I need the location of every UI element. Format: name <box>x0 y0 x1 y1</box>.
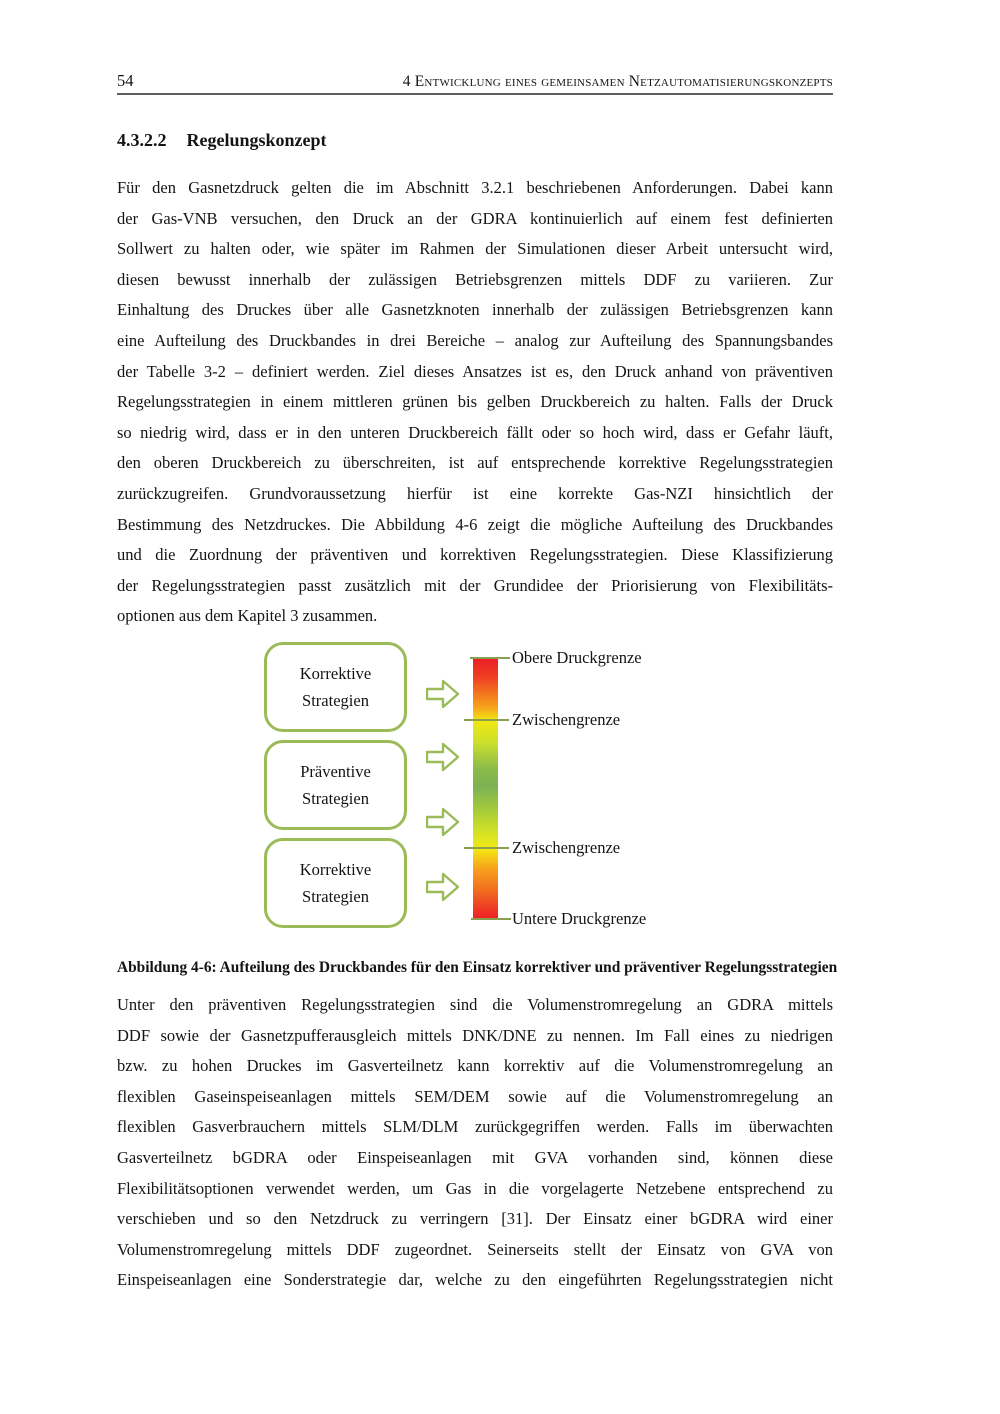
box-label-line: Korrektive <box>299 860 372 879</box>
text-line: Einspeiseanlagen eine Sonderstrategie da… <box>117 1270 833 1290</box>
text-line: Bestimmung des Netzdruckes. Die Abbildun… <box>117 514 833 534</box>
text-line: flexiblen Gaseinspeiseanlagen mittels SE… <box>117 1086 833 1106</box>
figure-box-korrektive-top: Korrektive Strategien <box>264 642 407 732</box>
paragraph-1: Für den Gasnetzdruck gelten die im Absch… <box>117 173 833 632</box>
text-line: verschieben und so den Netzdruck zu verr… <box>117 1209 833 1229</box>
label-untere-druckgrenze: Untere Druckgrenze <box>512 909 647 928</box>
text-line: und die Zuordnung der präventiven und ko… <box>117 545 833 565</box>
text-line: so niedrig wird, dass er in den unteren … <box>117 422 833 442</box>
section-title: Regelungskonzept <box>186 130 327 150</box>
figure-caption: Abbildung 4-6: Aufteilung des Druckbande… <box>117 959 838 976</box>
page-number: 54 <box>117 71 134 90</box>
section-heading: 4.3.2.2 Regelungskonzept <box>117 127 327 153</box>
paragraph-2: Unter den präventiven Regelungsstrategie… <box>117 990 833 1296</box>
block-arrow-right-icon <box>426 872 459 902</box>
text-line: den oberen Druckbereich zu überschreiten… <box>117 453 833 473</box>
box-label-line: Korrektive <box>299 664 372 683</box>
text-line: der Regelungsstrategien passt zusätzlich… <box>117 575 833 595</box>
block-arrow-right-icon <box>426 679 459 709</box>
text-line: der Tabelle 3-2 – definiert werden. Ziel… <box>117 361 833 381</box>
text-line: diesen bewusst innerhalb der zulässigen … <box>117 269 833 289</box>
tick-zwischengrenze-lower <box>464 847 509 849</box>
block-arrow-right-icon <box>426 742 459 772</box>
text-line: Flexibilitätsoptionen verwendet werden, … <box>117 1178 833 1198</box>
text-line: der Gas-VNB versuchen, den Druck an der … <box>117 208 833 228</box>
box-label-line: Strategien <box>302 887 369 906</box>
text-line: bzw. zu hohen Druckes im Gasverteilnetz … <box>117 1056 833 1076</box>
block-arrow-right-icon <box>426 807 459 837</box>
figure-box-korrektive-bottom: Korrektive Strategien <box>264 838 407 928</box>
running-header: 4 Entwicklung eines gemeinsamen Netzauto… <box>402 73 833 90</box>
text-line: flexiblen Gasverbrauchern mittels SLM/DL… <box>117 1117 833 1137</box>
text-line: DDF sowie der Gasnetzpufferausgleich mit… <box>117 1025 833 1045</box>
text-line: Für den Gasnetzdruck gelten die im Absch… <box>117 178 833 197</box>
text-line: zurückzugreifen. Grundvoraussetzung hier… <box>117 483 833 503</box>
box-label-line: Strategien <box>302 789 369 808</box>
pressure-gradient-bar <box>473 658 498 920</box>
label-obere-druckgrenze: Obere Druckgrenze <box>512 648 642 667</box>
text-line: Volumenstromregelung mittels DDF zugeord… <box>117 1239 833 1259</box>
box-label-line: Strategien <box>302 691 369 710</box>
tick-zwischengrenze-upper <box>464 719 509 721</box>
header-rule <box>117 93 833 95</box>
text-line: optionen aus dem Kapitel 3 zusammen. <box>117 606 378 626</box>
text-line: Sollwert zu halten oder, wie später im R… <box>117 239 833 259</box>
label-zwischengrenze-lower: Zwischengrenze <box>512 838 621 857</box>
tick-obere-druckgrenze <box>470 657 510 659</box>
label-zwischengrenze-upper: Zwischengrenze <box>512 710 621 729</box>
text-line: Regelungsstrategien in einem mittleren g… <box>117 392 833 412</box>
text-line: Einhaltung des Druckes über alle Gasnetz… <box>117 300 833 320</box>
tick-untere-druckgrenze <box>471 918 511 920</box>
text-line: Unter den präventiven Regelungsstrategie… <box>117 995 833 1014</box>
box-label-line: Präventive <box>300 762 371 781</box>
text-line: eine Aufteilung des Druckbandes in drei … <box>117 330 833 350</box>
text-line: Gasverteilnetz bGDRA oder Einspeiseanlag… <box>117 1147 833 1167</box>
section-number: 4.3.2.2 <box>117 130 167 150</box>
figure-box-praeventive: Präventive Strategien <box>264 740 407 830</box>
